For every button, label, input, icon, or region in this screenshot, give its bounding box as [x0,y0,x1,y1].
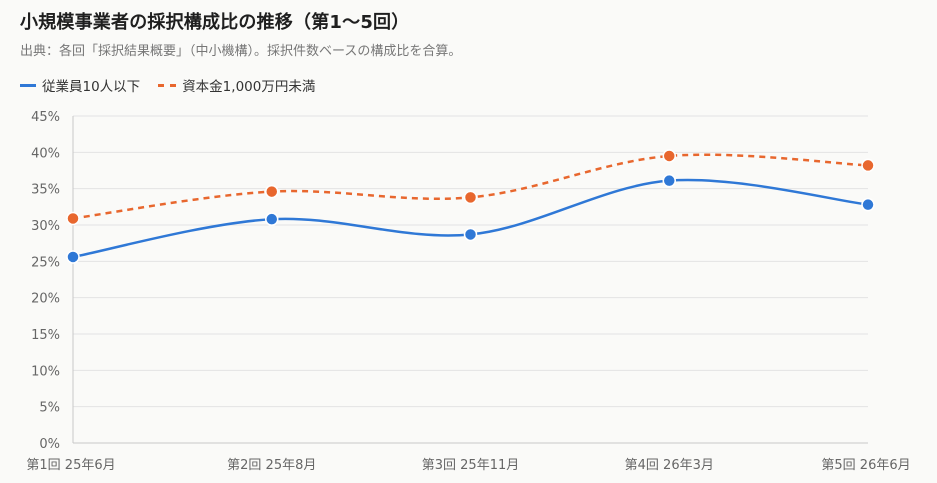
y-tick-label: 35% [31,183,60,198]
x-tick-label: 第4回 26年3月 [625,458,714,473]
x-tick-label: 第3回 25年11月 [422,458,520,473]
series-2-point[interactable] [265,184,279,199]
y-tick-label: 30% [31,219,60,234]
y-tick-label: 20% [31,292,60,307]
series-2-point[interactable] [66,211,80,226]
y-tick-label: 15% [31,328,60,343]
y-tick-label: 0% [39,437,60,452]
series-2-point[interactable] [662,149,676,163]
series-1-point[interactable] [662,173,676,188]
legend-item-series1[interactable]: 従業員10人以下 [20,75,140,95]
chart-legend: 従業員10人以下 資本金1,000万円未満 [20,75,315,95]
series-2-point[interactable] [861,158,875,173]
y-tick-label: 40% [31,146,60,161]
series-1-point[interactable] [265,212,279,226]
y-tick-label: 25% [31,255,60,270]
y-tick-label: 10% [31,364,60,379]
x-tick-label: 第5回 26年6月 [821,458,910,473]
y-tick-label: 5% [39,401,60,416]
series-2-point[interactable] [463,190,478,205]
y-tick-label: 45% [31,110,60,125]
series-line-2 [72,153,869,220]
x-tick-label: 第2回 25年8月 [227,458,316,473]
legend-label-series2: 資本金1,000万円未満 [182,79,316,95]
chart-title: 小規模事業者の採択構成比の推移（第1〜5回） [20,12,410,33]
series-1-point[interactable] [861,197,875,212]
legend-swatch-dashed [158,83,177,87]
chart-subtitle: 出典：各回「採択結果概要」（中小機構）。採択件数ベースの構成比を合算。 [20,44,462,59]
legend-item-series2[interactable]: 資本金1,000万円未満 [158,75,315,95]
legend-swatch-solid [20,83,36,87]
series-1-point[interactable] [66,250,80,264]
series-1-point[interactable] [463,227,478,242]
x-tick-label: 第1回 25年6月 [26,458,115,473]
legend-label-series1: 従業員10人以下 [42,79,141,95]
